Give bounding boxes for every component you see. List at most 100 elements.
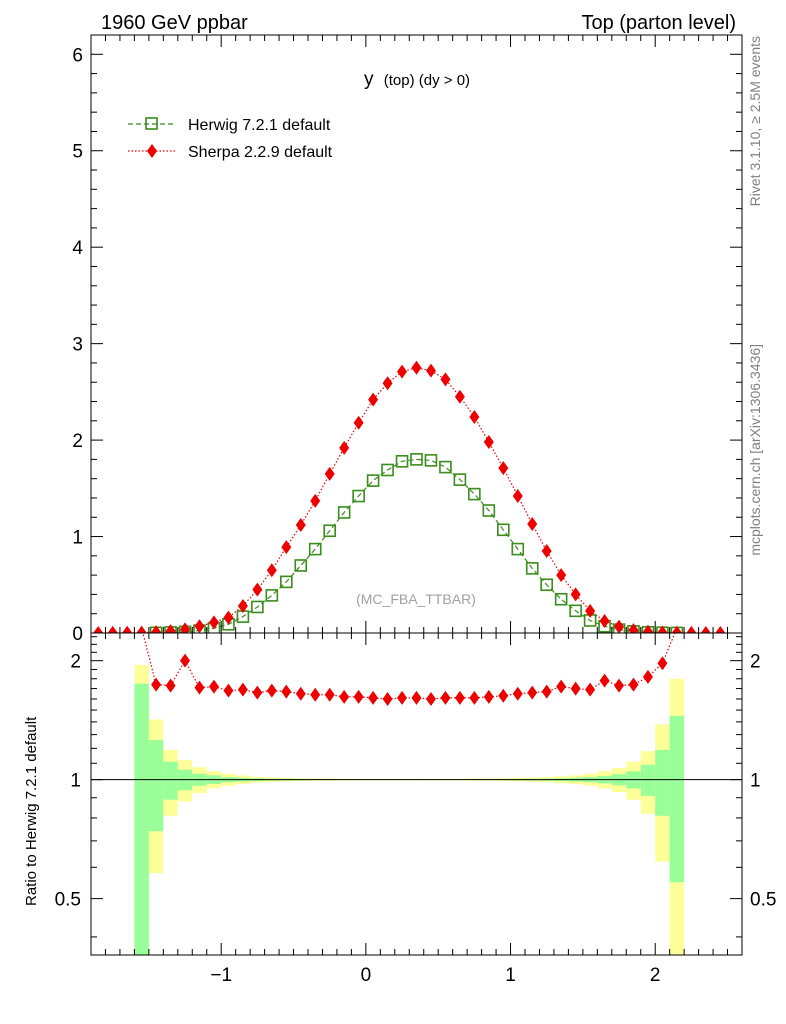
sherpa-ratio-point — [440, 690, 451, 705]
chart-title-main: y — [364, 69, 374, 90]
legend-item-sherpa: Sherpa 2.2.9 default — [128, 144, 333, 161]
sherpa-point — [295, 517, 306, 532]
sherpa-point — [339, 440, 350, 455]
sherpa-ratio-point — [657, 656, 668, 671]
watermark: (MC_FBA_TTBAR) — [356, 591, 476, 607]
ratio-ytick-label-left: 1 — [70, 771, 81, 792]
sherpa-point — [180, 622, 191, 633]
herwig-point — [337, 506, 351, 519]
sherpa-ratio-point — [483, 689, 494, 704]
sherpa-point — [237, 598, 248, 613]
sherpa-point — [281, 540, 292, 555]
sherpa-point — [310, 493, 321, 508]
header-right: Top (parton level) — [581, 12, 736, 34]
x-tick-label: −1 — [210, 965, 232, 986]
sherpa-ratio-point — [324, 687, 335, 702]
sherpa-point — [353, 415, 364, 430]
sherpa-ratio-point — [512, 686, 523, 701]
sherpa-point — [382, 376, 393, 391]
main-ytick-label: 5 — [72, 142, 83, 163]
herwig-point — [569, 604, 582, 618]
sherpa-ratio-point — [353, 689, 364, 704]
sherpa-ratio-point — [310, 687, 321, 702]
ratio-ytick-label-right: 2 — [750, 652, 761, 673]
mcplots-label: mcplots.cern.ch [arXiv:1306.3436] — [747, 344, 763, 556]
ratio-band-inner — [669, 715, 685, 883]
sherpa-point — [454, 389, 465, 404]
sherpa-point — [556, 568, 567, 583]
sherpa-ratio-point — [570, 681, 581, 696]
sherpa-point — [122, 625, 133, 633]
main-ytick-label: 6 — [72, 45, 83, 66]
sherpa-point — [397, 364, 408, 379]
sherpa-ratio-point — [469, 690, 480, 705]
legend-herwig-label: Herwig 7.2.1 default — [188, 117, 331, 134]
herwig-point — [381, 463, 394, 477]
main-ytick-label: 2 — [72, 431, 83, 452]
herwig-point — [308, 542, 322, 556]
rivet-label: Rivet 3.1.10, ≥ 2.5M events — [747, 36, 763, 206]
sherpa-point — [498, 461, 509, 476]
sherpa-ratio-point — [339, 689, 350, 704]
herwig-point — [294, 559, 308, 572]
ratio-ytick-label-right: 0.5 — [750, 890, 776, 911]
herwig-point — [511, 542, 525, 556]
sherpa-ratio-point — [368, 690, 379, 705]
sherpa-point — [136, 625, 147, 633]
herwig-point — [279, 575, 293, 589]
sherpa-ratio-point — [165, 678, 176, 693]
ratio-ytick-label-left: 0.5 — [55, 890, 81, 911]
sherpa-ratio-point — [498, 688, 509, 703]
herwig-point — [366, 474, 380, 487]
herwig-point — [482, 504, 496, 517]
sherpa-point — [324, 466, 335, 481]
sherpa-ratio-point — [180, 653, 191, 668]
sherpa-point — [252, 582, 263, 597]
ratio-panel: 0.5 0.5 1 1 2 2 −1 0 1 2 Ratio to Herwig 7.2.1 d… — [23, 632, 776, 986]
herwig-point — [323, 524, 337, 538]
x-tick-label: 0 — [361, 965, 372, 986]
chart-title-suffix: (top) (dy > 0) — [384, 72, 470, 89]
legend-herwig-marker — [145, 117, 158, 130]
sherpa-ratio-point — [266, 683, 277, 698]
legend-item-herwig: Herwig 7.2.1 default — [128, 117, 331, 134]
herwig-point — [496, 523, 510, 537]
sherpa-ratio-point — [599, 673, 610, 688]
ratio-y-axis-label: Ratio to Herwig 7.2.1 default — [23, 716, 40, 906]
herwig-point — [468, 487, 481, 501]
sherpa-point — [411, 360, 422, 375]
sherpa-ratio-point — [454, 690, 465, 705]
sherpa-ratio-point — [614, 678, 625, 693]
chart-title: y (top) (dy > 0) — [364, 69, 470, 90]
sherpa-point — [208, 615, 219, 630]
sherpa-point — [194, 619, 205, 633]
legend-sherpa-label: Sherpa 2.2.9 default — [188, 144, 333, 161]
sherpa-point — [512, 489, 523, 504]
sherpa-ratio-point — [425, 691, 436, 706]
legend: Herwig 7.2.1 default Sherpa 2.2.9 defaul… — [128, 117, 333, 161]
main-ytick-label: 4 — [72, 238, 83, 259]
herwig-point — [525, 562, 539, 575]
sherpa-ratio-point — [194, 680, 205, 695]
sherpa-ratio-point — [628, 677, 639, 692]
herwig-point — [395, 455, 409, 468]
main-ytick-label: 0 — [72, 624, 83, 645]
sherpa-point — [93, 625, 104, 633]
sherpa-point — [642, 624, 653, 633]
x-tick-label: 1 — [505, 965, 516, 986]
sherpa-ratio-line — [142, 633, 676, 700]
main-ytick-label: 3 — [72, 335, 83, 356]
herwig-point — [554, 592, 568, 606]
ratio-ytick-label-left: 2 — [70, 652, 81, 673]
ratio-frame — [90, 632, 743, 956]
sherpa-point — [541, 544, 552, 559]
ratio-band-inner — [134, 683, 149, 955]
sherpa-point — [440, 372, 451, 387]
sherpa-point — [657, 625, 668, 633]
sherpa-point — [570, 587, 581, 602]
sherpa-point — [628, 623, 639, 633]
herwig-point — [424, 454, 438, 467]
sherpa-point — [368, 392, 379, 407]
sherpa-ratio-point — [223, 683, 234, 698]
